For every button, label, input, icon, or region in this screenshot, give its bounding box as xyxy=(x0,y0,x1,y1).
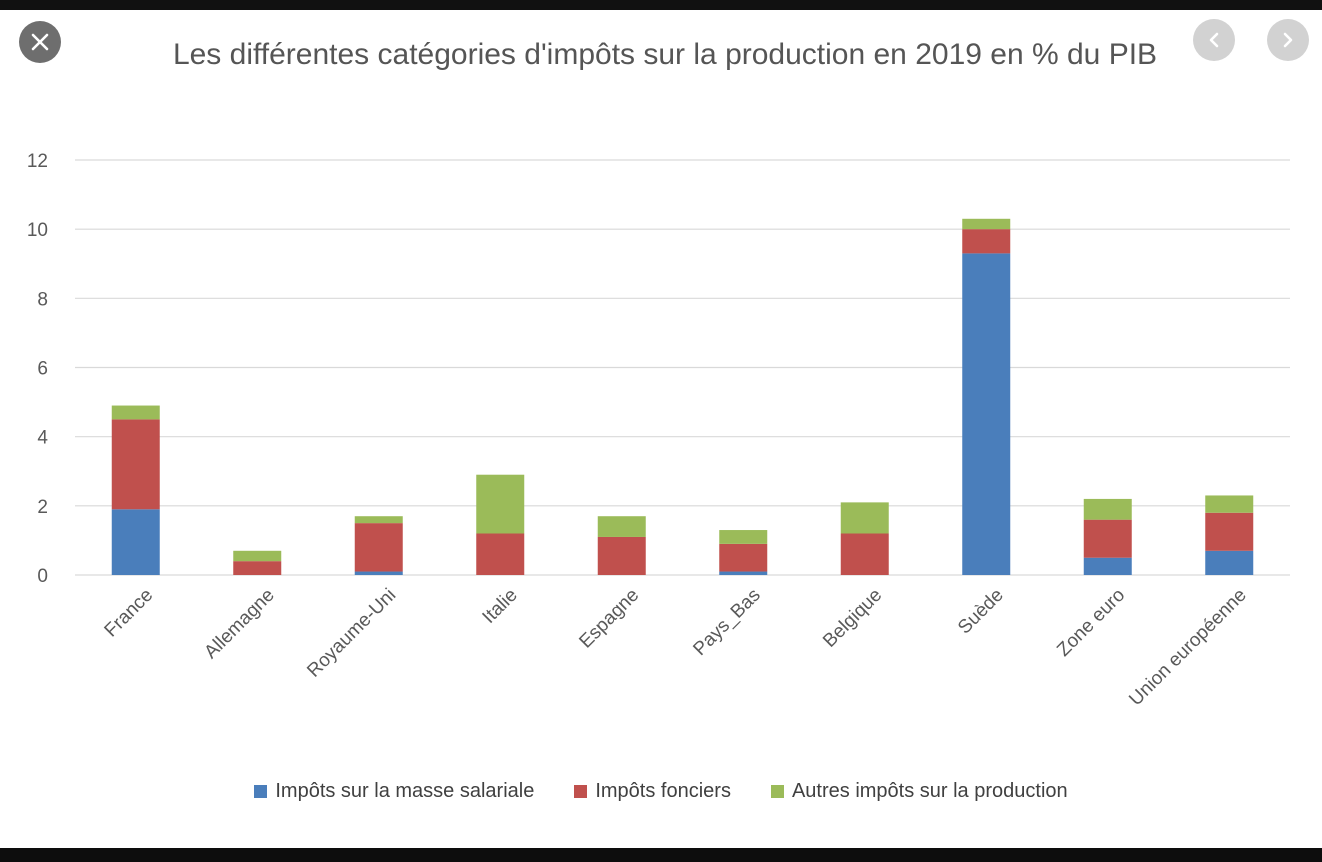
bar-france-series-2 xyxy=(111,405,160,420)
next-button[interactable] xyxy=(1267,19,1309,61)
x-tick-label-allemagne: Allemagne xyxy=(200,585,278,663)
chart-title: Les différentes catégories d'impôts sur … xyxy=(172,38,1158,71)
y-tick-label-0: 0 xyxy=(37,566,48,587)
legend-label-fonciers: Impôts fonciers xyxy=(595,780,731,802)
legend-swatch-fonciers xyxy=(574,785,588,798)
bar-france-series-0 xyxy=(111,509,160,575)
bar-pays-bas-series-0 xyxy=(719,571,768,575)
chevron-right-icon xyxy=(1283,32,1293,48)
bar-pays-bas-series-2 xyxy=(719,530,768,544)
y-tick-label-6: 6 xyxy=(37,359,48,380)
y-tick-label-4: 4 xyxy=(37,428,48,449)
chart-frame xyxy=(0,10,1322,848)
bar-union-europ-enne-series-1 xyxy=(1205,512,1254,551)
x-tick-label-belgique: Belgique xyxy=(819,585,886,652)
bar-espagne-series-2 xyxy=(597,516,646,537)
x-tick-label-espagne: Espagne xyxy=(575,585,643,653)
bar-espagne-series-1 xyxy=(597,536,646,575)
bar-zone-euro-series-0 xyxy=(1083,557,1132,575)
bar-su-de-series-1 xyxy=(962,229,1011,254)
bar-pays-bas-series-1 xyxy=(719,543,768,572)
bar-su-de-series-0 xyxy=(962,253,1011,575)
bar-union-europ-enne-series-2 xyxy=(1205,495,1254,513)
x-tick-label-su-de: Suède xyxy=(954,585,1008,639)
x-tick-label-italie: Italie xyxy=(479,585,522,628)
legend-item-masse-salariale: Impôts sur la masse salariale xyxy=(254,780,534,803)
bar-su-de-series-2 xyxy=(962,218,1011,230)
legend-swatch-masse-salariale xyxy=(254,785,268,798)
bar-italie-series-1 xyxy=(476,533,525,575)
close-button[interactable] xyxy=(19,21,61,63)
close-x-icon xyxy=(31,33,49,51)
bar-royaume-uni-series-0 xyxy=(354,571,403,575)
bar-allemagne-series-1 xyxy=(233,561,282,575)
bar-zone-euro-series-2 xyxy=(1083,498,1132,520)
bar-italie-series-2 xyxy=(476,474,525,534)
x-tick-label-union-europ-enne: Union européenne xyxy=(1125,585,1250,710)
y-tick-label-12: 12 xyxy=(27,151,48,172)
x-tick-label-zone-euro: Zone euro xyxy=(1053,585,1129,661)
y-tick-label-10: 10 xyxy=(27,220,48,241)
legend-label-autres: Autres impôts sur la production xyxy=(791,780,1068,802)
chart-legend: Impôts sur la masse salariale Impôts fon… xyxy=(0,780,1322,803)
bar-allemagne-series-2 xyxy=(233,550,282,562)
legend-label-masse-salariale: Impôts sur la masse salariale xyxy=(275,780,535,802)
x-tick-label-royaume-uni: Royaume-Uni xyxy=(303,585,400,682)
bar-belgique-series-1 xyxy=(840,533,889,575)
bar-zone-euro-series-1 xyxy=(1083,519,1132,558)
viewer-bottom-bar xyxy=(0,848,1322,862)
bar-belgique-series-2 xyxy=(840,502,889,534)
previous-button[interactable] xyxy=(1193,19,1235,61)
y-tick-label-8: 8 xyxy=(37,289,48,310)
bar-royaume-uni-series-2 xyxy=(354,516,403,524)
legend-swatch-autres xyxy=(770,785,784,798)
chevron-left-icon xyxy=(1209,32,1219,48)
bar-royaume-uni-series-1 xyxy=(354,523,403,572)
bar-france-series-1 xyxy=(111,419,160,510)
y-tick-label-2: 2 xyxy=(37,497,48,518)
legend-item-fonciers: Impôts fonciers xyxy=(574,780,731,803)
legend-item-autres: Autres impôts sur la production xyxy=(770,780,1068,803)
bar-union-europ-enne-series-0 xyxy=(1205,550,1254,575)
x-tick-label-france: France xyxy=(101,585,158,642)
x-tick-label-pays-bas: Pays_Bas xyxy=(689,585,764,660)
